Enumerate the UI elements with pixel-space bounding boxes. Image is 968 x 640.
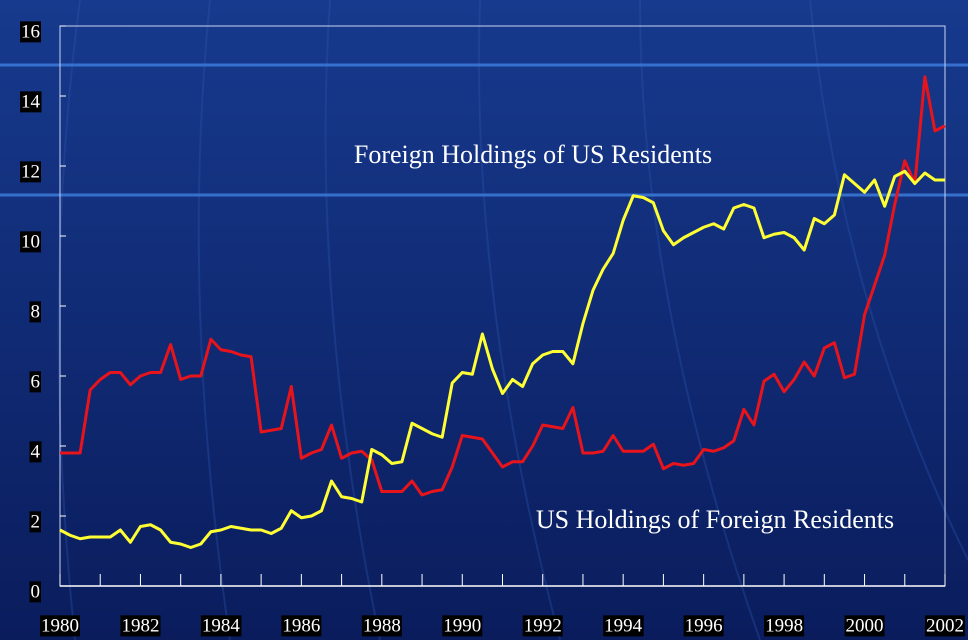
y-tick-label: 14 xyxy=(21,91,41,112)
x-tick-label: 2002 xyxy=(926,615,964,636)
y-tick-label: 2 xyxy=(31,511,41,532)
x-tick-label: 1988 xyxy=(363,615,401,636)
tick-label-bg xyxy=(925,615,965,637)
tick-label-bg xyxy=(442,615,483,637)
tick-label-bg xyxy=(29,581,41,603)
x-tick-label: 1994 xyxy=(604,615,643,636)
x-tick-label: 2000 xyxy=(846,615,884,636)
x-tick-label: 1980 xyxy=(41,615,79,636)
y-tick-label: 4 xyxy=(31,441,41,462)
tick-label-bg xyxy=(522,615,563,637)
tick-label-bg xyxy=(20,231,41,253)
tick-label-bg xyxy=(29,511,41,533)
x-tick-label: 1990 xyxy=(443,615,481,636)
tick-label-bg xyxy=(120,615,161,637)
y-tick-label: 6 xyxy=(31,371,41,392)
annotation: US Holdings of Foreign Residents xyxy=(536,505,894,534)
y-tick-label: 8 xyxy=(31,301,41,322)
y-tick-label: 16 xyxy=(21,21,40,42)
tick-label-bg xyxy=(20,91,42,113)
x-tick-label: 1996 xyxy=(685,615,723,636)
tick-label-bg xyxy=(40,615,80,637)
series-line xyxy=(59,169,945,549)
tick-label-bg xyxy=(764,615,805,637)
tick-label-bg xyxy=(281,615,322,637)
series-line xyxy=(60,75,946,497)
tick-label-bg xyxy=(29,371,41,393)
tick-label-bg xyxy=(844,615,885,637)
tick-label-bg xyxy=(683,615,724,637)
tick-label-bg xyxy=(603,615,644,637)
decor-curves xyxy=(57,0,968,640)
annotation: Foreign Holdings of US Residents xyxy=(354,140,712,169)
x-tick-label: 1992 xyxy=(524,615,562,636)
tick-label-bg xyxy=(20,21,41,43)
y-tick-label: 0 xyxy=(31,581,41,602)
tick-label-bg xyxy=(29,301,41,323)
x-tick-label: 1984 xyxy=(202,615,241,636)
x-tick-label: 1982 xyxy=(121,615,159,636)
x-tick-label: 1998 xyxy=(765,615,803,636)
tick-label-bg xyxy=(200,615,242,637)
tick-label-bg xyxy=(20,161,41,183)
tick-label-bg xyxy=(361,615,402,637)
x-tick-label: 1986 xyxy=(282,615,320,636)
y-tick-label: 10 xyxy=(21,231,40,252)
y-tick-label: 12 xyxy=(21,161,40,182)
tick-label-bg xyxy=(29,441,42,463)
